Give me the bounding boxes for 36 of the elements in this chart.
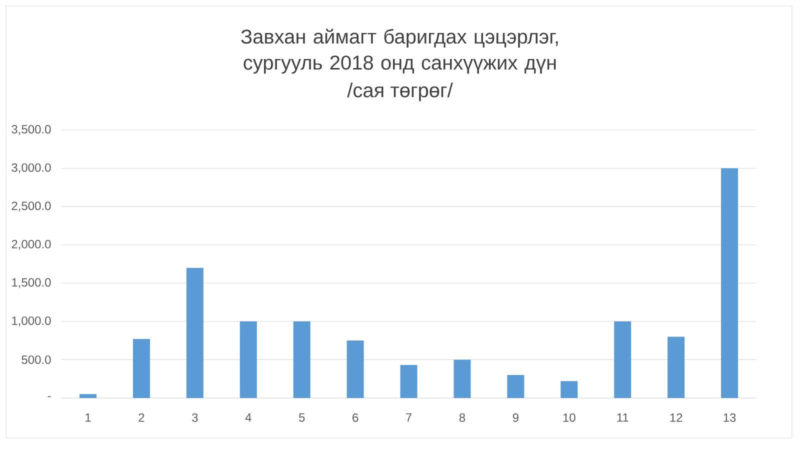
x-tick-label: 8 bbox=[459, 413, 466, 422]
bar bbox=[80, 394, 97, 398]
y-tick-label: 1,000.0 bbox=[12, 316, 51, 326]
y-tick-label: 3,000.0 bbox=[12, 163, 51, 174]
bar bbox=[346, 340, 364, 398]
bar bbox=[668, 336, 685, 398]
x-tick-label: 1 bbox=[86, 413, 91, 422]
bar bbox=[240, 321, 257, 398]
x-tick-label: 11 bbox=[617, 413, 628, 422]
bar bbox=[186, 268, 204, 398]
x-tick-label: 7 bbox=[406, 413, 412, 422]
x-tick-label: 3 bbox=[192, 413, 198, 422]
y-tick-label: 500.0 bbox=[22, 355, 51, 364]
y-tick-label: 2,500.0 bbox=[12, 202, 51, 212]
x-tick-label: 4 bbox=[245, 413, 252, 422]
x-tick-label: 12 bbox=[670, 413, 682, 422]
bar bbox=[721, 168, 738, 398]
x-tick-label: 13 bbox=[724, 413, 736, 422]
x-tick-label: 2 bbox=[138, 413, 144, 422]
y-tick-label: - bbox=[48, 396, 51, 398]
bar bbox=[293, 321, 310, 398]
bar bbox=[560, 381, 578, 398]
bar bbox=[614, 321, 632, 398]
x-tick-label: 5 bbox=[298, 413, 305, 422]
bar bbox=[454, 360, 471, 398]
bar bbox=[400, 365, 418, 398]
chart-subtitle: /сая төгрөг/ bbox=[347, 82, 453, 102]
bar bbox=[507, 375, 524, 398]
y-tick-label: 2,000.0 bbox=[12, 240, 51, 250]
y-tick-label: 3,500.0 bbox=[12, 125, 51, 135]
x-tick-label: 9 bbox=[512, 413, 518, 422]
chart-title: Завхан аймагт баригдах цэцэрлэг, сургууль 2018 онд санхүүжих дүн bbox=[241, 28, 558, 74]
x-tick-label: 6 bbox=[352, 413, 358, 422]
bar bbox=[132, 339, 150, 398]
x-tick-label: 10 bbox=[563, 413, 576, 422]
y-tick-label: 1,500.0 bbox=[12, 278, 51, 288]
